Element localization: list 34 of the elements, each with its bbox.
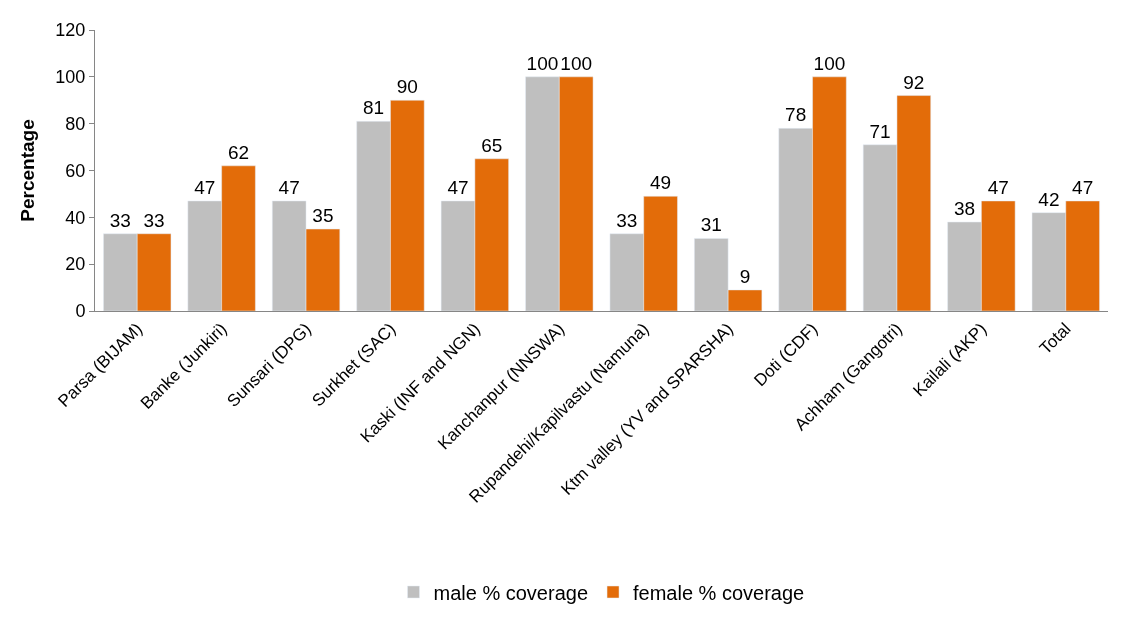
- y-tick-label: 120: [55, 20, 86, 41]
- y-tick-label: 0: [75, 301, 86, 322]
- data-label: 38: [953, 198, 976, 220]
- y-tick-label: 80: [65, 113, 86, 134]
- data-label: 47: [194, 176, 216, 198]
- data-label: 49: [650, 172, 672, 194]
- y-axis-title: Percentage: [17, 119, 39, 222]
- y-tick-label: 100: [55, 67, 86, 88]
- data-label: 47: [278, 176, 300, 198]
- data-label: 33: [143, 209, 165, 231]
- data-label: 81: [363, 97, 385, 119]
- data-label: 33: [109, 209, 131, 231]
- y-tick-label: 20: [65, 254, 86, 275]
- data-label: 9: [739, 265, 751, 287]
- data-label: 47: [447, 176, 469, 198]
- y-tick-label: 60: [65, 160, 86, 181]
- y-tick-label: 40: [65, 207, 86, 228]
- data-label: 65: [481, 134, 503, 156]
- data-label: 62: [227, 141, 250, 163]
- legend-label: male % coverage: [433, 581, 589, 604]
- data-label: 100: [813, 52, 846, 74]
- data-label: 33: [616, 209, 638, 231]
- data-label: 42: [1038, 188, 1060, 210]
- data-label: 100: [526, 52, 559, 74]
- data-label: 100: [560, 52, 593, 74]
- legend-label: female % coverage: [633, 581, 805, 604]
- data-label: 47: [1072, 176, 1094, 198]
- data-label: 90: [396, 76, 418, 98]
- data-label: 47: [987, 176, 1009, 198]
- data-label: 92: [903, 71, 925, 93]
- data-label: 35: [312, 205, 334, 227]
- data-label: 78: [785, 104, 807, 126]
- data-label: 31: [700, 214, 722, 236]
- data-label: 71: [869, 120, 891, 142]
